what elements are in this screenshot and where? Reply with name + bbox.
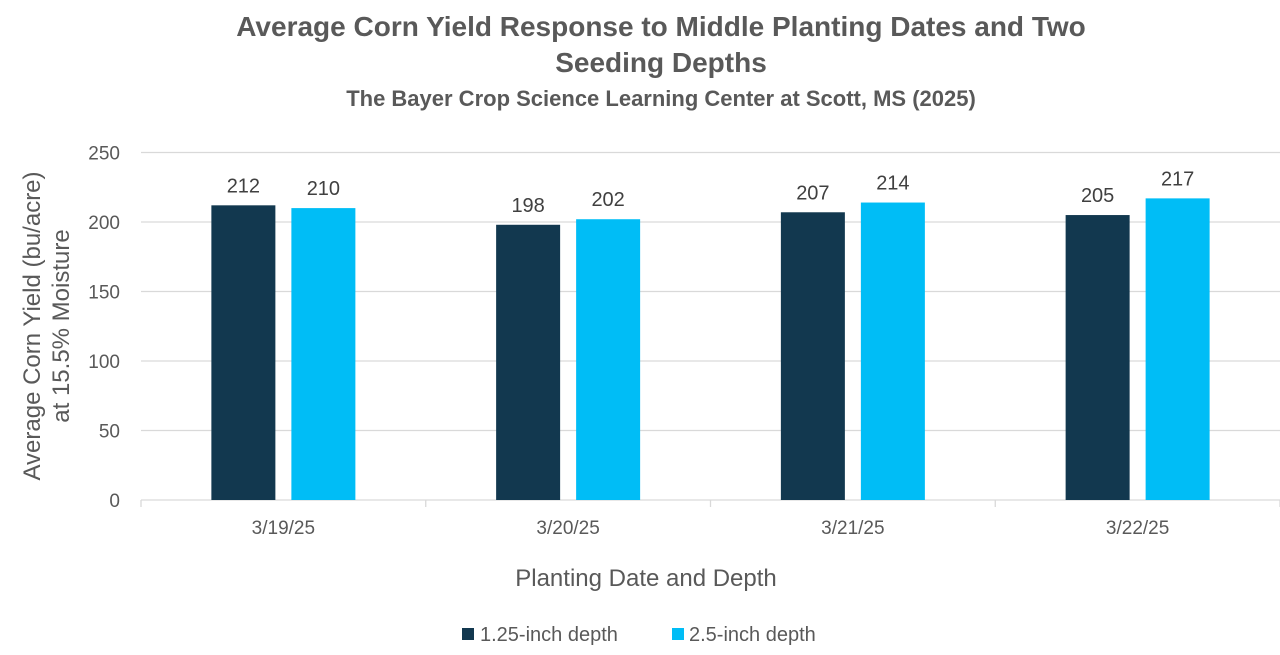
data-label: 202 xyxy=(591,189,624,211)
x-tick-label: 3/19/25 xyxy=(252,518,315,539)
x-tick-label: 3/20/25 xyxy=(536,518,599,539)
chart-title-line-2: Seeding Depths xyxy=(555,47,767,78)
y-axis-label-line-2: at 15.5% Moisture xyxy=(48,229,75,422)
y-tick-label: 0 xyxy=(109,491,120,512)
x-axis-ticks: 3/19/25 3/20/25 3/21/25 3/22/25 xyxy=(140,500,1280,539)
legend-swatch-2 xyxy=(672,628,684,640)
data-label: 212 xyxy=(227,175,260,197)
legend-label-1: 1.25-inch depth xyxy=(480,624,618,646)
bar-1-3/21/25 xyxy=(780,212,845,500)
y-tick-label: 100 xyxy=(88,352,120,373)
chart-title-line-1: Average Corn Yield Response to Middle Pl… xyxy=(236,11,1085,42)
legend-label-2: 2.5-inch depth xyxy=(689,624,816,646)
y-tick-label: 50 xyxy=(99,422,120,443)
y-tick-label: 250 xyxy=(88,144,120,165)
data-label: 205 xyxy=(1081,185,1114,207)
data-label: 198 xyxy=(511,195,544,217)
bar-2-3/19/25 xyxy=(291,208,356,500)
y-axis-label-line-1: Average Corn Yield (bu/acre) xyxy=(19,171,46,480)
x-tick-label: 3/21/25 xyxy=(821,518,884,539)
y-tick-label: 200 xyxy=(88,213,120,234)
bar-2-3/20/25 xyxy=(576,219,641,500)
legend-swatch-1 xyxy=(462,628,474,640)
x-tick-label: 3/22/25 xyxy=(1106,518,1169,539)
x-axis-label: Planting Date and Depth xyxy=(515,565,777,592)
bar-2-3/22/25 xyxy=(1145,198,1210,500)
data-label: 210 xyxy=(307,178,340,200)
bar-2-3/21/25 xyxy=(860,202,925,501)
bar-1-3/22/25 xyxy=(1065,215,1130,501)
data-label: 214 xyxy=(876,173,909,195)
y-tick-label: 150 xyxy=(88,283,120,304)
data-label: 217 xyxy=(1161,168,1194,190)
bar-1-3/19/25 xyxy=(211,205,276,500)
chart-subtitle: The Bayer Crop Science Learning Center a… xyxy=(346,86,976,111)
legend: 1.25-inch depth 2.5-inch depth xyxy=(462,624,816,646)
data-label: 207 xyxy=(796,182,829,204)
bar-1-3/20/25 xyxy=(496,224,561,500)
bars: 212 210 198 202 207 214 205 217 xyxy=(211,168,1210,501)
y-axis-ticks: 0 50 100 150 200 250 xyxy=(88,144,120,513)
